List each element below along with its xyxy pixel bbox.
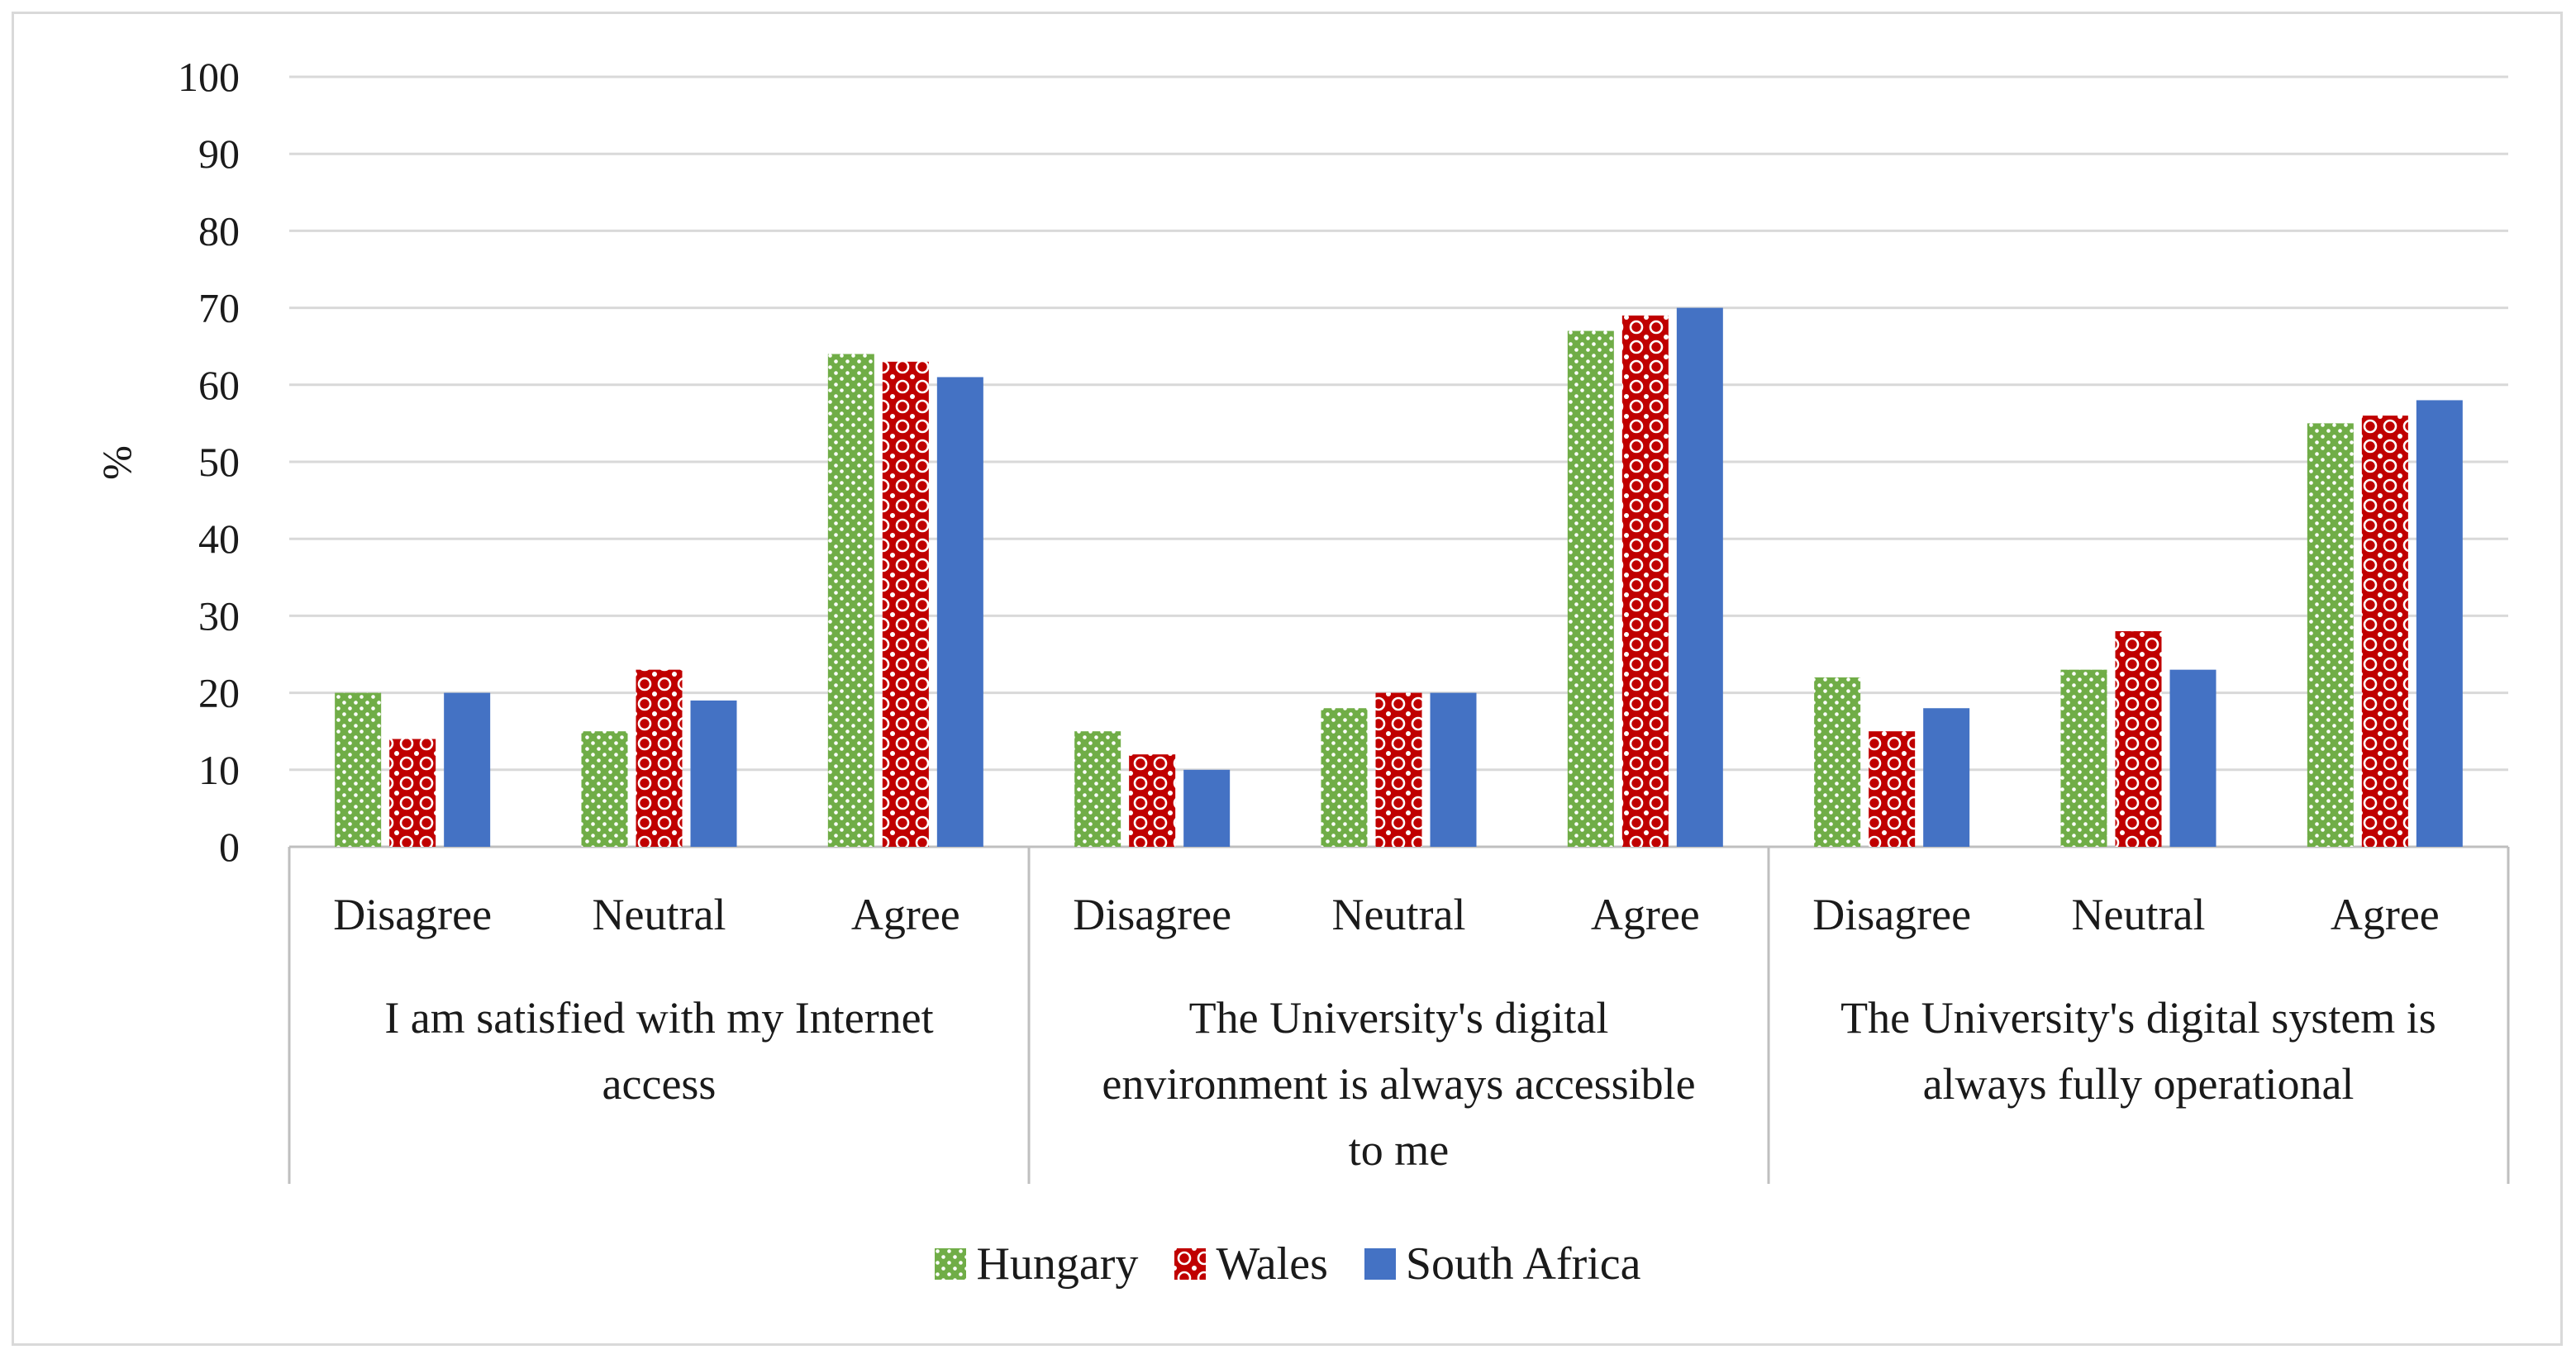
bar-hungary [1814, 677, 1861, 847]
y-tick-label: 100 [178, 54, 240, 100]
category-label: Disagree [1812, 890, 1971, 939]
bar-hungary [1074, 731, 1121, 847]
legend: Hungary Wales South Africa [0, 1231, 2576, 1297]
bar-hungary [335, 692, 382, 847]
y-tick-label: 70 [198, 285, 240, 331]
bar-wales [1869, 731, 1916, 847]
group-label-line: The University's digital system is [1840, 993, 2436, 1043]
bar-south-africa [444, 692, 491, 847]
category-label: Disagree [333, 890, 492, 939]
bar-south-africa [936, 377, 983, 848]
y-tick-label: 20 [198, 670, 240, 716]
bar-hungary [827, 354, 874, 847]
y-tick-label: 60 [198, 362, 240, 408]
legend-item-south-africa: South Africa [1364, 1238, 1641, 1290]
group-label-line: I am satisfied with my Internet [384, 993, 933, 1043]
category-label: Agree [851, 890, 960, 939]
bar-wales [882, 361, 929, 848]
y-axis-ticks: 0 10 20 30 40 50 60 70 80 90 100 [178, 54, 240, 870]
category-label: Neutral [2072, 890, 2206, 939]
y-tick-label: 80 [198, 207, 240, 254]
group-label-line: to me [1349, 1125, 1449, 1175]
legend-swatch-south-africa [1364, 1248, 1396, 1280]
bar-south-africa [1430, 692, 1477, 847]
legend-label-wales: Wales [1216, 1238, 1328, 1290]
category-label: Agree [1591, 890, 1700, 939]
bar-hungary [2060, 669, 2107, 847]
legend-item-hungary: Hungary [935, 1238, 1138, 1290]
bar-south-africa [1923, 708, 1970, 847]
bar-wales [2115, 631, 2162, 847]
legend-label-south-africa: South Africa [1405, 1238, 1641, 1290]
bar-wales [389, 739, 436, 847]
legend-swatch-wales [1174, 1248, 1207, 1280]
group-label-line: The University's digital [1189, 993, 1609, 1043]
y-tick-label: 40 [198, 516, 240, 562]
bar-wales [1621, 315, 1669, 847]
bar-south-africa [690, 700, 737, 847]
bar-hungary [1567, 330, 1614, 847]
category-label: Neutral [593, 890, 726, 939]
bar-hungary [1321, 708, 1368, 847]
gridlines [289, 75, 2508, 772]
y-tick-label: 30 [198, 592, 240, 639]
y-tick-label: 90 [198, 131, 240, 177]
category-label: Neutral [1332, 890, 1466, 939]
bar-south-africa [1676, 307, 1723, 848]
bar-hungary [581, 731, 628, 847]
y-tick-label: 10 [198, 747, 240, 793]
y-axis-label: % [93, 445, 140, 480]
category-label: Agree [2331, 890, 2440, 939]
category-label: Disagree [1073, 890, 1231, 939]
bar-wales [1375, 692, 1422, 847]
bar-south-africa [1183, 769, 1231, 847]
legend-label-hungary: Hungary [976, 1238, 1139, 1290]
bar-south-africa [2416, 400, 2463, 847]
bar-south-africa [2169, 669, 2217, 847]
bar-wales [1129, 754, 1176, 847]
legend-item-wales: Wales [1174, 1238, 1328, 1290]
group-label-line: environment is always accessible [1102, 1059, 1695, 1109]
y-tick-label: 50 [198, 439, 240, 485]
y-tick-label: 0 [219, 824, 240, 870]
group-labels: I am satisfied with my Internet access The… [384, 993, 2436, 1175]
bar-wales [2361, 416, 2408, 848]
legend-swatch-hungary [935, 1248, 967, 1280]
chart-frame [12, 12, 2563, 1346]
group-label-line: always fully operational [1923, 1059, 2355, 1109]
category-labels: Disagree Neutral Agree Disagree Neutral Agree… [333, 890, 2440, 939]
bar-wales [636, 669, 683, 847]
bars [335, 307, 2463, 848]
group-label-line: access [602, 1059, 717, 1109]
bar-hungary [2307, 423, 2354, 847]
